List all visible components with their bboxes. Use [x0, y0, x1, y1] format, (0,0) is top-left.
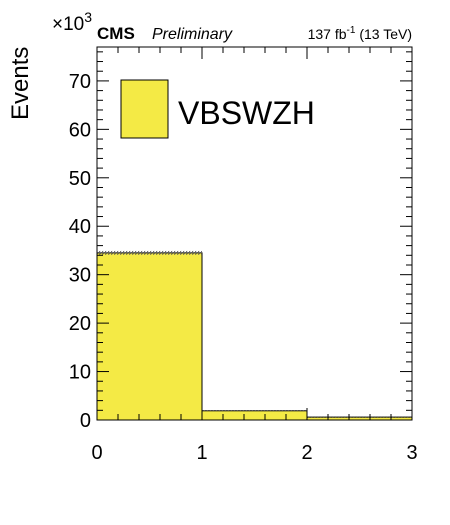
y-tick-label: 20	[69, 313, 91, 335]
legend: VBSWZH	[121, 80, 315, 138]
uncertainty-band-segment	[307, 417, 412, 418]
x-tick-label: 0	[91, 442, 102, 464]
y-multiplier-exponent: 3	[84, 9, 92, 25]
y-tick-labels: 0 10 20 30 40 50 60 70	[69, 71, 91, 432]
y-tick-label: 0	[80, 410, 91, 432]
y-tick-label: 10	[69, 362, 91, 384]
luminosity-label: 137 fb-1 (13 TeV)	[308, 25, 412, 42]
x-tick-label: 1	[196, 442, 207, 464]
y-axis-label: Events	[7, 47, 34, 120]
x-tick-label: 3	[406, 442, 417, 464]
cms-label: CMS	[97, 24, 135, 43]
preliminary-label: Preliminary	[152, 26, 233, 43]
x-tick-labels: 0 1 2 3	[91, 442, 417, 464]
y-tick-label: 40	[69, 216, 91, 238]
y-tick-label: 30	[69, 265, 91, 287]
y-tick-label: 60	[69, 119, 91, 141]
histogram-bar	[97, 253, 202, 420]
y-tick-label: 70	[69, 71, 91, 93]
uncertainty-band-segment	[97, 251, 202, 255]
histogram-bars	[97, 253, 412, 420]
lumi-suffix: (13 TeV)	[355, 26, 412, 42]
x-tick-label: 2	[301, 442, 312, 464]
y-multiplier: ×103	[52, 9, 92, 35]
legend-swatch	[121, 80, 168, 138]
legend-entry-label: VBSWZH	[178, 95, 315, 131]
histogram-bar	[202, 411, 307, 420]
y-multiplier-base: ×10	[52, 14, 84, 35]
lumi-prefix: 137 fb	[308, 26, 347, 42]
y-tick-label: 50	[69, 168, 91, 190]
uncertainty-band-segment	[202, 410, 307, 411]
